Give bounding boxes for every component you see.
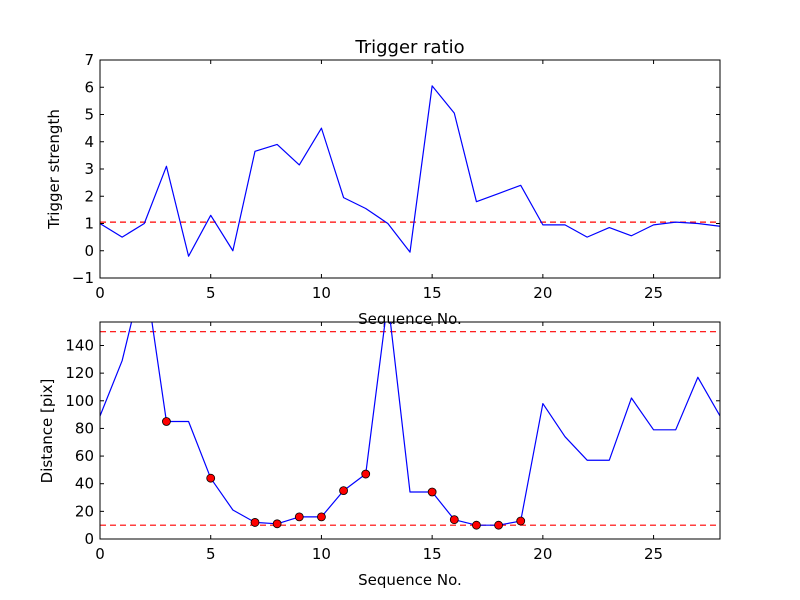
y-tick-label: −1 [72,269,94,287]
y-tick-label: 100 [65,392,94,410]
x-tick-label: 5 [206,545,216,563]
chart-title: Trigger ratio [354,37,464,58]
series-line [100,85,720,257]
x-tick-label: 20 [533,284,552,302]
y-tick-label: 7 [84,51,94,69]
trigger-ratio-plot: Trigger ratio Sequence No. Trigger stren… [45,37,721,328]
x-tick-label: 10 [312,545,331,563]
x-tick-label: 0 [95,545,105,563]
y-axis-label: Distance [pix] [38,379,56,484]
data-point [449,515,459,525]
y-tick-label: 1 [84,215,94,233]
x-tick-label: 25 [644,545,663,563]
y-tick-label: 120 [65,364,94,382]
x-axis-label: Sequence No. [358,310,462,328]
data-point [162,417,171,426]
x-tick-label: 5 [206,284,216,302]
x-tick-label: 10 [312,284,331,302]
data-point [250,518,260,527]
data-point [516,516,526,526]
data-point [494,520,503,530]
y-tick-label: 6 [84,78,94,96]
y-tick-label: 40 [75,475,94,493]
plot-area [100,85,720,257]
y-tick-label: 140 [65,336,94,354]
data-point [361,469,371,479]
y-tick-label: 4 [84,133,94,151]
y-tick-label: 2 [84,187,94,205]
data-point [317,512,326,522]
y-tick-label: 5 [84,106,94,124]
y-tick-label: 80 [75,419,94,437]
plot-frame [99,321,721,540]
x-tick-label: 20 [533,545,552,563]
x-tick-label: 15 [423,284,442,302]
data-point [472,520,481,530]
x-tick-label: 15 [423,545,442,563]
x-tick-label: 25 [644,284,663,302]
data-point [427,487,437,497]
data-point [294,512,304,522]
y-tick-label: 20 [75,502,94,520]
y-tick-label: 0 [84,530,94,548]
x-axis-label: Sequence No. [358,571,462,589]
series-line [100,322,720,526]
y-tick-label: 60 [75,447,94,465]
plot-area [100,322,720,530]
y-axis-label: Trigger strength [45,109,63,230]
data-point [272,519,282,529]
data-point [339,486,348,496]
x-tick-label: 0 [95,284,105,302]
data-point [206,473,216,483]
distance-plot: Sequence No. Distance [pix] 0 5 10 15 20 25 0 2… [38,321,721,589]
y-tick-label: 0 [84,242,94,260]
y-tick-label: 3 [84,160,94,178]
